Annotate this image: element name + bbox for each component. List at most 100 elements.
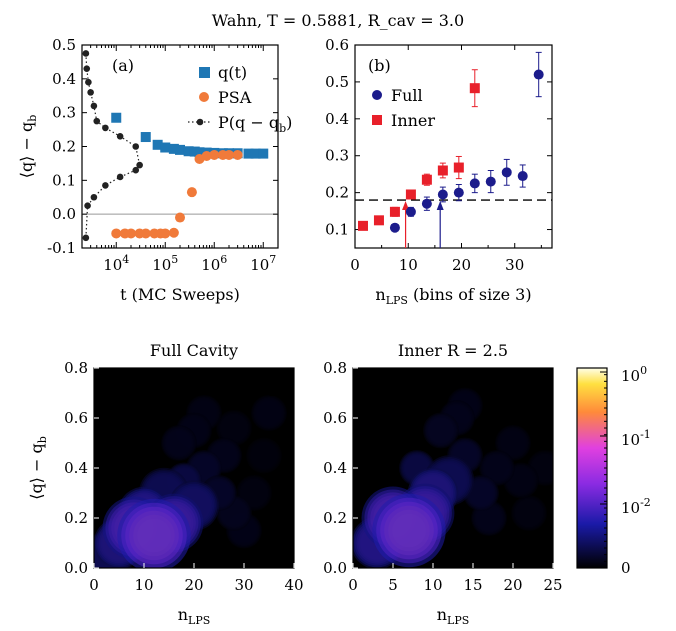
legend-label: Inner (391, 111, 435, 130)
y-tick-label: 0.0 (64, 559, 88, 577)
inner-point (437, 165, 448, 176)
density-blob (251, 395, 287, 431)
series-0 (389, 51, 544, 233)
inner-point (453, 162, 464, 173)
p-dist-point (82, 234, 90, 242)
qt-point (183, 146, 194, 157)
x-tick-label: 104 (103, 253, 129, 274)
x-tick-label: 20 (503, 576, 522, 594)
y-tick-label: 0.5 (52, 36, 76, 54)
psa-point (160, 228, 171, 239)
full-point (437, 189, 448, 200)
x-tick-label: 40 (284, 576, 303, 594)
full-point (405, 206, 416, 217)
p-dist-point (116, 133, 124, 140)
y-tick-label: 0.2 (323, 509, 347, 527)
p-dist-point (84, 202, 91, 210)
y-tick-label: 0.8 (64, 359, 88, 377)
full-point (533, 69, 544, 80)
y-tick-label: 0.2 (64, 509, 88, 527)
qt-point (243, 148, 254, 159)
x-tick-label: 10 (423, 576, 442, 594)
panel-label: (a) (112, 56, 134, 75)
density-blob (372, 493, 446, 568)
y-tick-label: 0.4 (323, 459, 347, 477)
panel-a: -0.1 0.0 0.1 0.2 0.3 0.4 0.5 104 105 106 107 t (MC … (17, 36, 292, 304)
x-tick-label: 20 (184, 576, 203, 594)
x-tick-label: 30 (234, 576, 253, 594)
x-tick-label: 15 (463, 576, 482, 594)
density-blob (511, 495, 547, 531)
y-tick-label: 0.2 (325, 184, 349, 202)
full-point (501, 167, 512, 178)
y-tick-label: 0.3 (325, 147, 349, 165)
inner-point (469, 83, 480, 94)
inner-point (389, 206, 400, 217)
y-tick-label: 0.2 (52, 138, 76, 156)
legend-label: PSA (218, 88, 252, 107)
full-point (517, 171, 528, 182)
p-dist-point (85, 78, 92, 86)
psa-point (224, 149, 234, 160)
qt-point (194, 147, 205, 158)
qt-point (258, 148, 269, 159)
psa-point (140, 228, 151, 239)
panel-label: (b) (368, 56, 391, 75)
psa-point (168, 227, 179, 238)
legend: Full Inner (372, 86, 435, 130)
x-axis-label: nLPS (437, 605, 470, 627)
p-dist-point (87, 89, 94, 96)
y-axis-label: ⟨q⟩ − qb (27, 436, 49, 500)
x-tick-label: 0 (350, 256, 360, 274)
panel-d: 0.0 0.2 0.4 0.6 0.8 0 5 10 15 20 25 Inner R = 2.5 nL… (323, 341, 562, 627)
y-tick-label: 0.4 (64, 459, 88, 477)
qt-point (111, 112, 122, 123)
p-dist-point (93, 117, 101, 125)
x-tick-label: 5 (388, 576, 398, 594)
y-tick-label: 0.0 (323, 559, 347, 577)
panel-title: Full Cavity (150, 341, 238, 360)
arrow-head (436, 201, 444, 211)
qt-point (160, 142, 171, 153)
legend-label: P(q − qb) (218, 113, 292, 135)
colorbar-gradient (576, 367, 608, 569)
y-tick-label: 0.4 (52, 70, 76, 88)
y-tick-label: 0.6 (323, 409, 347, 427)
full-point (485, 176, 496, 187)
series-1 (111, 149, 243, 239)
arrow-head (402, 201, 410, 211)
p-dist-point (132, 166, 140, 174)
p-dist-point (82, 50, 90, 57)
panel-label: (d) (367, 381, 390, 400)
legend-marker-q (199, 67, 210, 78)
panel-b: 0.1 0.2 0.3 0.4 0.5 0.6 0 10 20 30 nLPS (bins of s… (325, 36, 553, 307)
x-axis-label: nLPS (178, 605, 211, 627)
legend-marker-p (196, 118, 204, 126)
p-dist-point (136, 161, 143, 169)
series-2 (82, 50, 143, 242)
x-tick-label: 10 (399, 256, 418, 274)
p-dist-point (116, 173, 124, 181)
y-tick-label: 0.6 (64, 409, 88, 427)
y-tick-label: 0.0 (52, 205, 76, 223)
qt-point (168, 143, 179, 154)
qt-point (140, 132, 151, 143)
y-tick-label: 0.6 (325, 36, 349, 54)
y-axis-label: ⟨q⟩ − qb (17, 115, 39, 179)
series-1 (357, 69, 480, 231)
panel-annotation: +0.50 (496, 381, 545, 400)
x-tick-label: 105 (152, 253, 178, 274)
legend-marker-full (372, 90, 382, 100)
legend: q(t) PSA P(q − qb) (188, 63, 292, 135)
heatmap-blobs (94, 395, 287, 568)
colorbar-tick-label: 100 (621, 364, 647, 385)
figure-title: Wahn, T = 0.5881, R_cav = 3.0 (212, 11, 464, 30)
x-tick-label: 30 (505, 256, 524, 274)
x-tick-label: 0 (348, 576, 358, 594)
p-dist-point (90, 193, 98, 201)
colorbar-tick-label: 10-2 (621, 496, 651, 517)
psa-point (209, 149, 220, 160)
density-blob (216, 410, 252, 446)
panel-title: Inner R = 2.5 (398, 341, 508, 360)
